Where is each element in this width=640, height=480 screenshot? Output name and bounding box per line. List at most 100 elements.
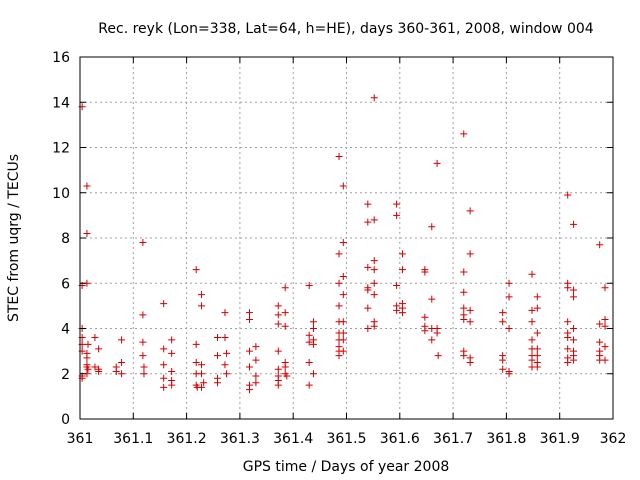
x-tick-label: 361.7: [433, 431, 473, 447]
data-point: [245, 347, 253, 355]
data-point: [339, 329, 347, 337]
data-point: [564, 318, 572, 326]
data-point: [168, 367, 176, 375]
data-point: [139, 338, 147, 346]
data-point: [421, 268, 429, 276]
x-tick-label: 361.1: [113, 431, 153, 447]
data-point: [95, 367, 103, 375]
data-point: [160, 361, 168, 369]
data-point: [364, 218, 372, 226]
data-point: [83, 354, 91, 362]
data-point: [596, 320, 604, 328]
y-tick-label: 14: [52, 95, 70, 111]
grid-lines: [80, 57, 613, 419]
y-tick-label: 2: [61, 367, 70, 383]
chart-title: Rec. reyk (Lon=338, Lat=64, h=HE), days …: [98, 21, 593, 37]
data-point: [499, 365, 507, 373]
data-point: [245, 363, 253, 371]
data-point: [192, 358, 200, 366]
data-point: [160, 383, 168, 391]
data-point: [281, 322, 289, 330]
data-point: [596, 241, 604, 249]
data-point: [533, 352, 541, 360]
data-point: [499, 309, 507, 317]
data-point: [339, 272, 347, 280]
data-point: [200, 379, 208, 387]
data-point: [434, 352, 442, 360]
data-point: [274, 347, 282, 355]
data-point: [528, 270, 536, 278]
data-point: [370, 322, 378, 330]
data-point: [533, 363, 541, 371]
data-point: [139, 311, 147, 319]
data-point: [140, 363, 148, 371]
data-point: [393, 306, 401, 314]
x-tick-label: 361.5: [326, 431, 366, 447]
data-point: [364, 325, 372, 332]
data-point: [168, 349, 176, 357]
data-point: [460, 130, 468, 138]
data-point: [274, 302, 282, 310]
data-point: [564, 345, 572, 353]
x-tick-label: 361.9: [540, 431, 580, 447]
data-point: [198, 302, 206, 310]
data-point: [528, 356, 536, 364]
x-tick-label: 361.8: [486, 431, 526, 447]
data-point: [252, 356, 260, 364]
data-point: [533, 304, 541, 312]
y-tick-label: 8: [61, 231, 70, 247]
data-point: [192, 340, 200, 348]
x-tick-label: 361.6: [380, 431, 420, 447]
y-tick-label: 0: [61, 412, 70, 428]
data-point: [466, 250, 474, 258]
data-point: [139, 239, 147, 247]
data-point: [505, 279, 513, 287]
data-point: [335, 279, 343, 287]
data-point: [433, 159, 441, 167]
data-point: [274, 381, 282, 389]
data-point: [274, 365, 282, 373]
data-point: [460, 268, 468, 276]
data-point: [528, 306, 536, 314]
data-point: [309, 370, 317, 378]
data-point: [223, 370, 231, 378]
data-point: [398, 309, 406, 317]
data-point: [252, 379, 260, 387]
data-point: [393, 211, 401, 219]
data-point: [433, 329, 441, 337]
data-point: [309, 318, 317, 326]
y-tick-label: 4: [61, 322, 70, 338]
data-point: [528, 318, 536, 326]
data-point: [309, 325, 317, 332]
data-point: [466, 358, 474, 366]
data-point: [305, 331, 313, 339]
data-point: [570, 325, 578, 332]
x-axis-label: GPS time / Days of year 2008: [243, 459, 450, 475]
data-point: [309, 340, 317, 348]
data-point: [91, 334, 99, 342]
data-point: [305, 282, 313, 290]
y-tick-label: 16: [52, 50, 70, 66]
data-point: [112, 367, 120, 375]
data-point: [274, 311, 282, 319]
data-point: [364, 286, 372, 294]
data-point: [160, 300, 168, 308]
data-point: [168, 336, 176, 344]
data-point: [505, 325, 513, 332]
data-point: [221, 309, 229, 317]
x-tick-label: 361.2: [167, 431, 207, 447]
data-point: [370, 279, 378, 287]
data-point: [118, 358, 126, 366]
data-point: [305, 338, 313, 346]
data-point: [335, 250, 343, 258]
data-point: [139, 352, 147, 360]
data-point: [601, 343, 609, 351]
data-point: [370, 216, 378, 224]
data-point: [601, 322, 609, 330]
data-point: [570, 220, 578, 228]
data-point: [601, 284, 609, 292]
data-point: [393, 282, 401, 290]
data-point: [533, 329, 541, 337]
data-point: [118, 370, 126, 378]
